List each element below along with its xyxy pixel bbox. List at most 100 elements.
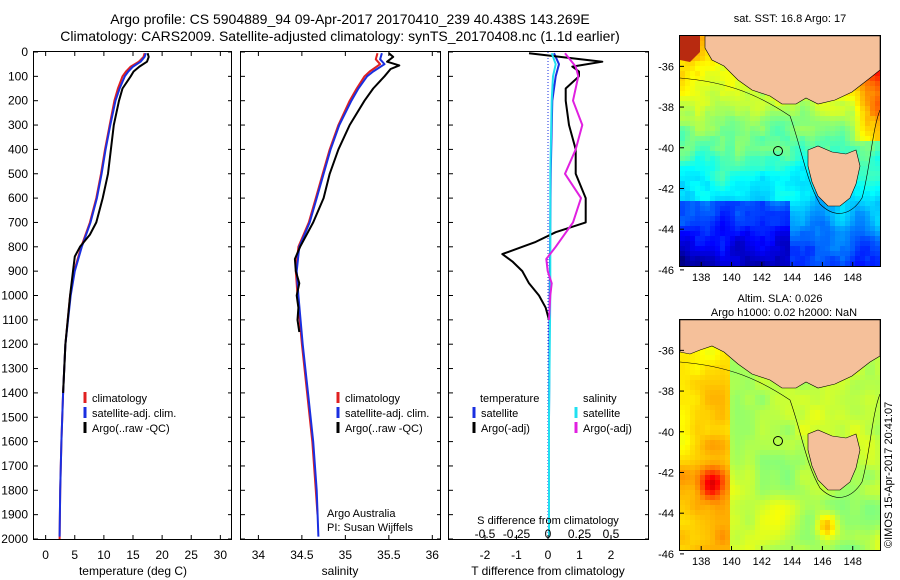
raster-cell (780, 435, 786, 441)
x-tick-label: 5 (71, 548, 78, 562)
raster-cell (800, 390, 806, 396)
raster-cell (765, 380, 771, 386)
raster-cell (770, 141, 776, 147)
raster-cell (850, 495, 856, 501)
raster-cell (760, 196, 766, 202)
raster-cell (715, 520, 721, 526)
raster-cell (805, 525, 811, 531)
raster-cell (775, 251, 781, 257)
raster-cell (690, 246, 696, 252)
raster-cell (765, 111, 771, 117)
sla-map: Altim. SLA: 0.026 Argo h1000: 0.02 h2000… (658, 293, 881, 568)
raster-cell (830, 545, 836, 550)
raster-cell (780, 400, 786, 406)
raster-cell (760, 171, 766, 177)
raster-cell (700, 470, 706, 476)
raster-cell (750, 395, 756, 401)
raster-cell (770, 535, 776, 541)
raster-cell (740, 136, 746, 142)
raster-cell (705, 425, 711, 431)
raster-cell (875, 405, 880, 411)
raster-cell (735, 261, 741, 266)
raster-cell (810, 540, 816, 546)
raster-cell (710, 71, 716, 77)
raster-cell (735, 520, 741, 526)
raster-cell (755, 101, 761, 107)
raster-cell (810, 131, 816, 137)
raster-cell (770, 101, 776, 107)
raster-cell (695, 106, 701, 112)
raster-cell (740, 465, 746, 471)
raster-cell (780, 106, 786, 112)
raster-cell (755, 201, 761, 207)
raster-cell (690, 131, 696, 137)
raster-cell (730, 91, 736, 97)
raster-cell (690, 226, 696, 232)
raster-cell (765, 96, 771, 102)
raster-cell (700, 395, 706, 401)
raster-cell (780, 211, 786, 217)
raster-cell (740, 495, 746, 501)
depth-tick-label: 800 (8, 240, 28, 254)
raster-cell (705, 465, 711, 471)
raster-cell (695, 66, 701, 72)
raster-cell (785, 505, 791, 511)
raster-cell (825, 500, 831, 506)
raster-cell (850, 106, 856, 112)
raster-cell (680, 231, 686, 237)
raster-cell (725, 81, 731, 87)
raster-cell (850, 91, 856, 97)
raster-cell (680, 405, 686, 411)
raster-cell (860, 146, 866, 152)
raster-cell (785, 236, 791, 242)
raster-cell (840, 545, 846, 550)
raster-cell (780, 161, 786, 167)
raster-cell (765, 420, 771, 426)
raster-cell (855, 430, 861, 436)
raster-cell (745, 166, 751, 172)
raster-cell (755, 530, 761, 536)
raster-cell (860, 510, 866, 516)
raster-cell (705, 530, 711, 536)
raster-cell (875, 530, 880, 536)
raster-cell (840, 430, 846, 436)
raster-cell (725, 535, 731, 541)
raster-cell (790, 231, 796, 237)
raster-cell (860, 256, 866, 262)
sst-map-title: sat. SST: 16.8 Argo: 17 (734, 13, 847, 25)
raster-cell (830, 535, 836, 541)
raster-cell (705, 166, 711, 172)
raster-cell (835, 405, 841, 411)
raster-cell (875, 216, 880, 222)
raster-cell (680, 136, 686, 142)
raster-cell (695, 131, 701, 137)
raster-cell (755, 475, 761, 481)
raster-cell (845, 505, 851, 511)
raster-cell (705, 455, 711, 461)
raster-cell (725, 161, 731, 167)
raster-cell (775, 520, 781, 526)
raster-cell (805, 405, 811, 411)
raster-cell (760, 206, 766, 212)
raster-cell (840, 495, 846, 501)
raster-cell (855, 221, 861, 227)
raster-cell (745, 380, 751, 386)
raster-cell (815, 246, 821, 252)
raster-cell (770, 475, 776, 481)
raster-cell (680, 241, 686, 247)
raster-cell (680, 206, 686, 212)
raster-cell (755, 535, 761, 541)
raster-cell (795, 151, 801, 157)
raster-cell (785, 251, 791, 257)
depth-tick-label: 2000 (1, 532, 28, 546)
raster-cell (690, 81, 696, 87)
depth-tick-label: 1900 (1, 508, 28, 522)
raster-cell (835, 535, 841, 541)
raster-cell (760, 495, 766, 501)
raster-cell (835, 540, 841, 546)
raster-cell (710, 375, 716, 381)
raster-cell (770, 166, 776, 172)
raster-cell (785, 186, 791, 192)
raster-cell (695, 86, 701, 92)
raster-cell (800, 395, 806, 401)
